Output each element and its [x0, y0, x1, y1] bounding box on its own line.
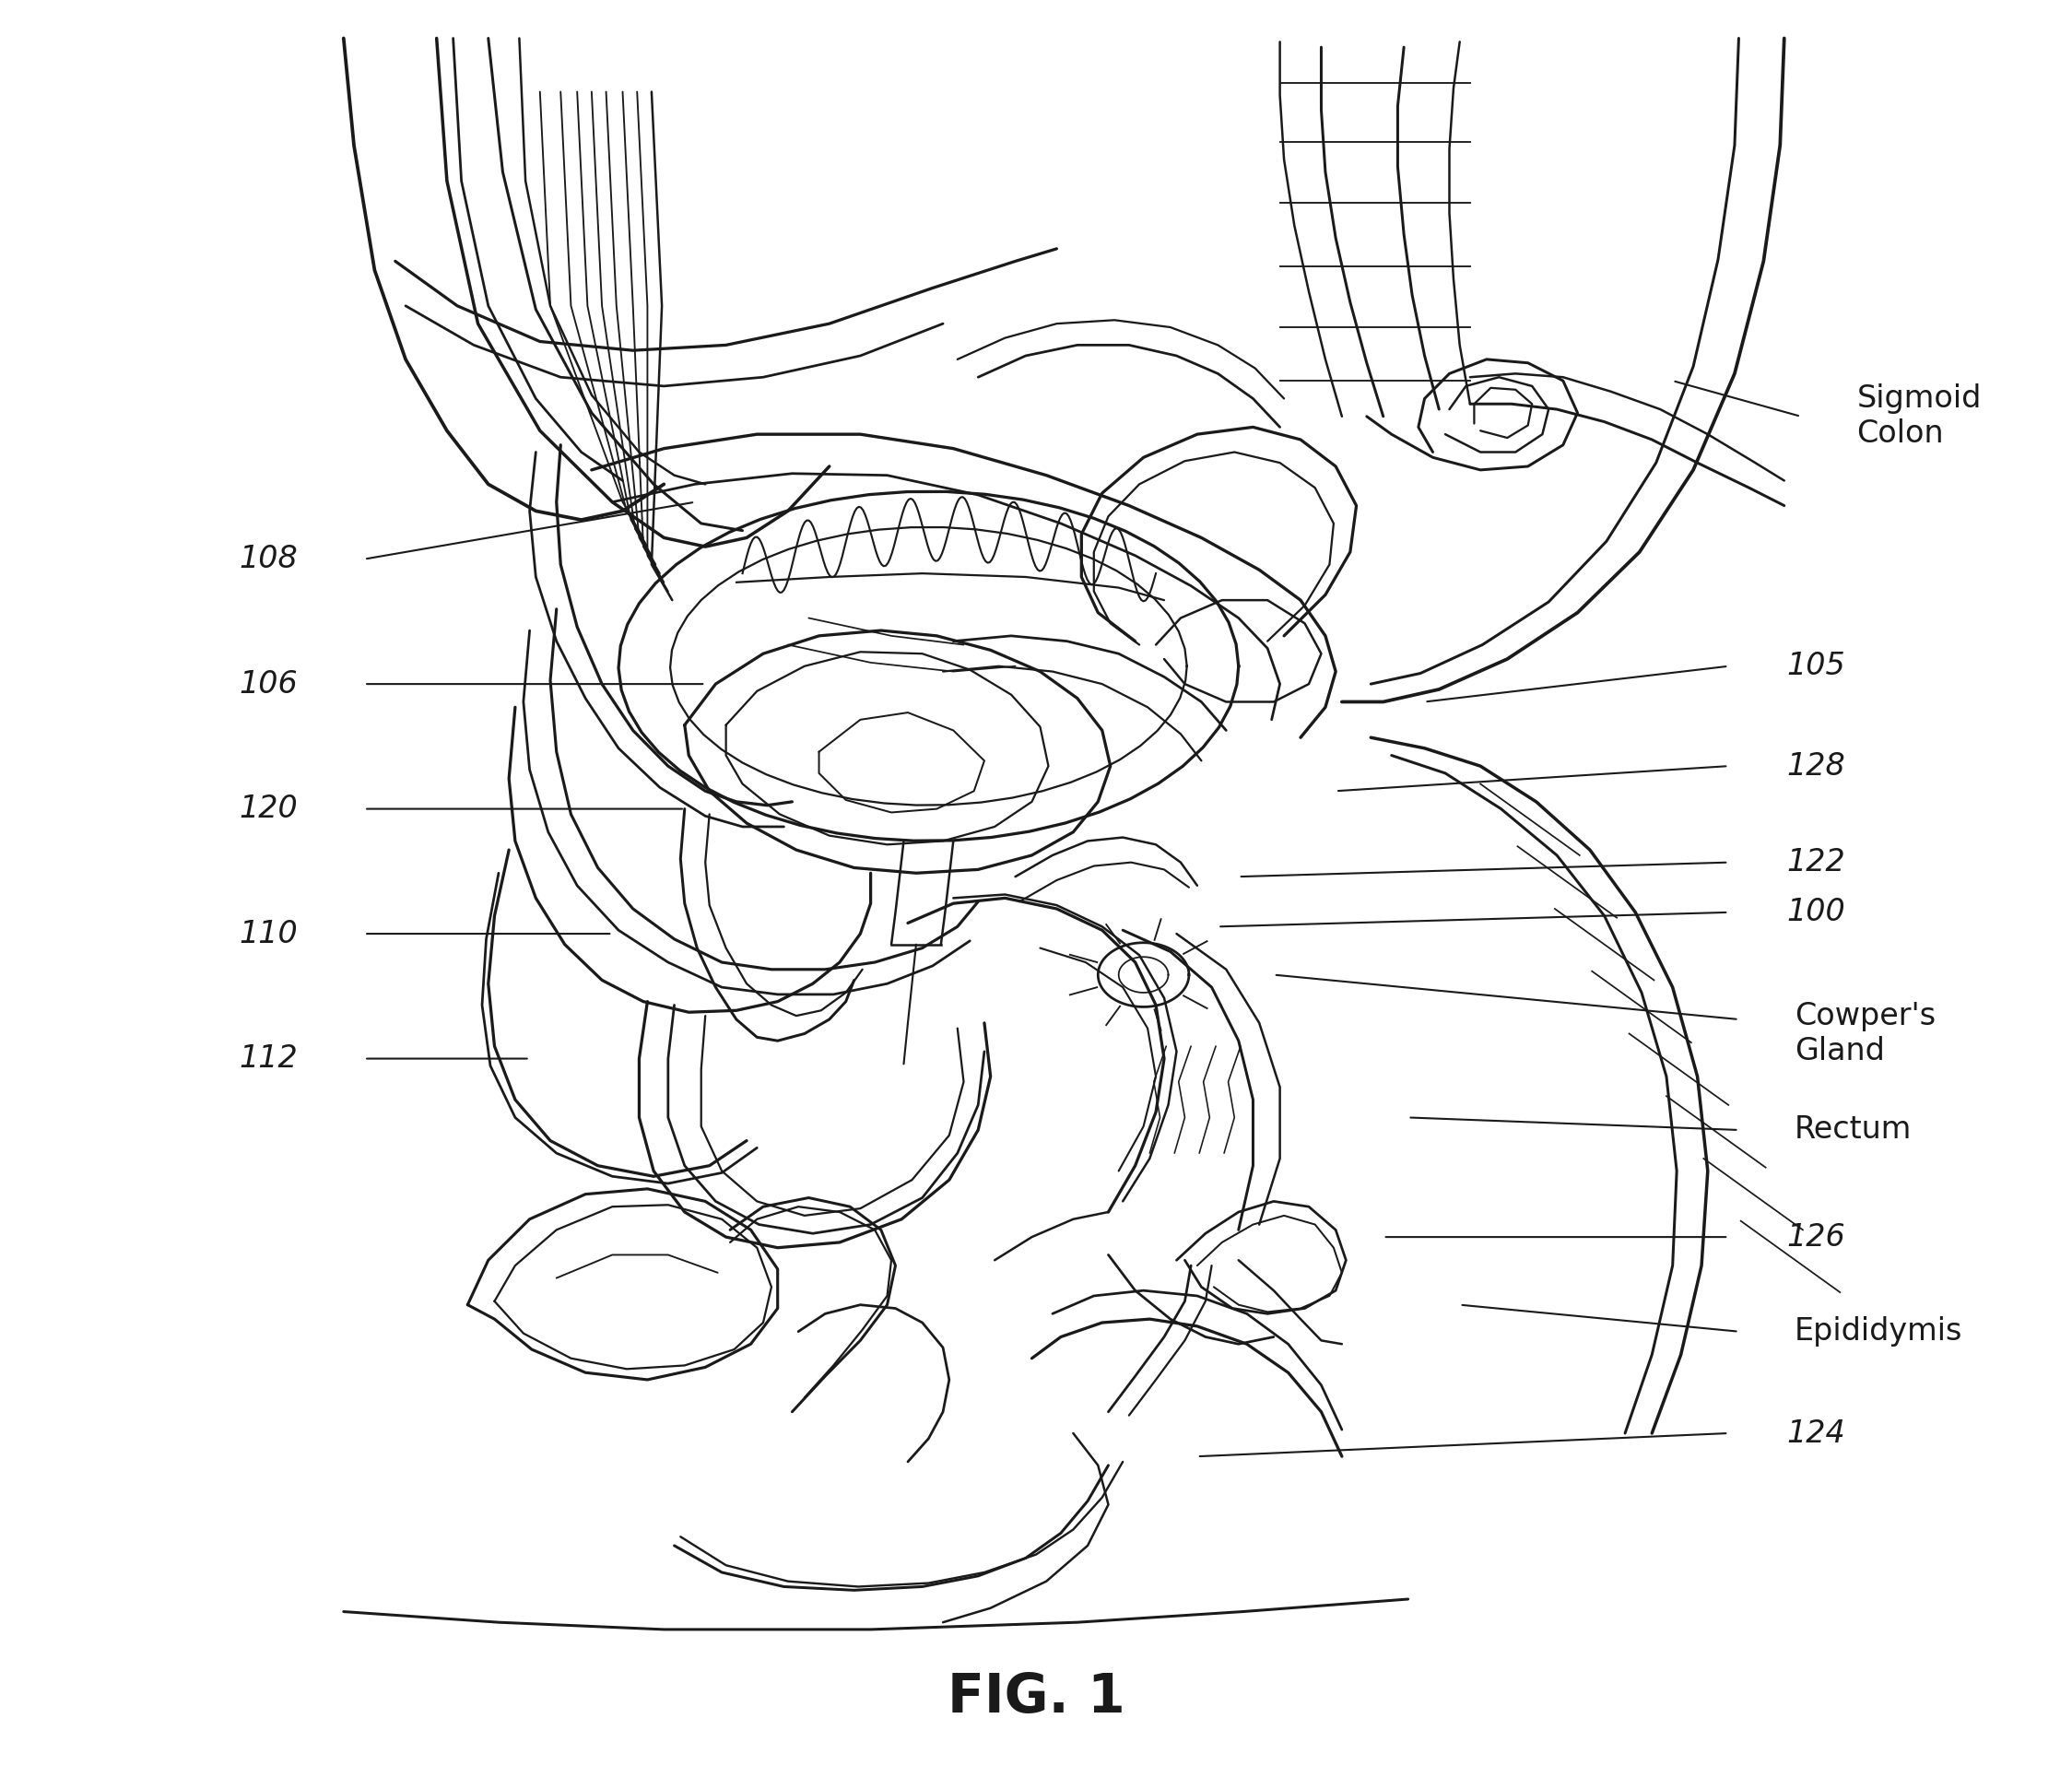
Text: FIG. 1: FIG. 1: [947, 1671, 1125, 1723]
Text: 120: 120: [240, 794, 298, 825]
Text: Sigmoid
Colon: Sigmoid Colon: [1857, 383, 1981, 449]
Text: 128: 128: [1786, 751, 1844, 782]
Text: 112: 112: [240, 1043, 298, 1073]
Text: 124: 124: [1786, 1419, 1844, 1449]
Text: 122: 122: [1786, 848, 1844, 878]
Text: 126: 126: [1786, 1222, 1844, 1252]
Text: 108: 108: [240, 544, 298, 574]
Text: Rectum: Rectum: [1794, 1115, 1912, 1145]
Text: Epididymis: Epididymis: [1794, 1317, 1962, 1347]
Text: 110: 110: [240, 918, 298, 948]
Text: 106: 106: [240, 669, 298, 699]
Text: 105: 105: [1786, 651, 1844, 682]
Text: 100: 100: [1786, 896, 1844, 927]
Text: Cowper's
Gland: Cowper's Gland: [1794, 1000, 1935, 1066]
